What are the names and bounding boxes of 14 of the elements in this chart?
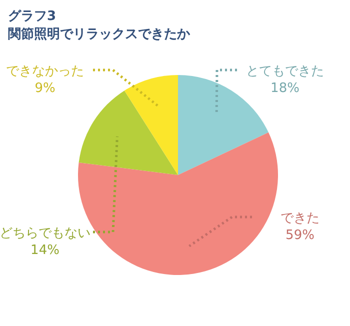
data-label: 14% bbox=[30, 243, 60, 258]
data-label: 9% bbox=[34, 81, 56, 96]
pie-slice bbox=[78, 132, 278, 275]
chart-title: グラフ3 bbox=[8, 9, 56, 24]
slice-label: できなかった bbox=[6, 64, 84, 79]
pie-slice bbox=[178, 75, 268, 175]
chart-subtitle: 関節照明でリラックスできたか bbox=[8, 27, 191, 42]
slice-label: できた bbox=[280, 211, 320, 226]
data-label: 59% bbox=[286, 228, 314, 243]
pie-slice bbox=[78, 90, 178, 175]
slice-label: とてもできた bbox=[246, 64, 324, 79]
data-label: 18% bbox=[270, 81, 300, 96]
slice-label: どちらでもない bbox=[0, 226, 90, 241]
pie-slice bbox=[124, 75, 178, 175]
